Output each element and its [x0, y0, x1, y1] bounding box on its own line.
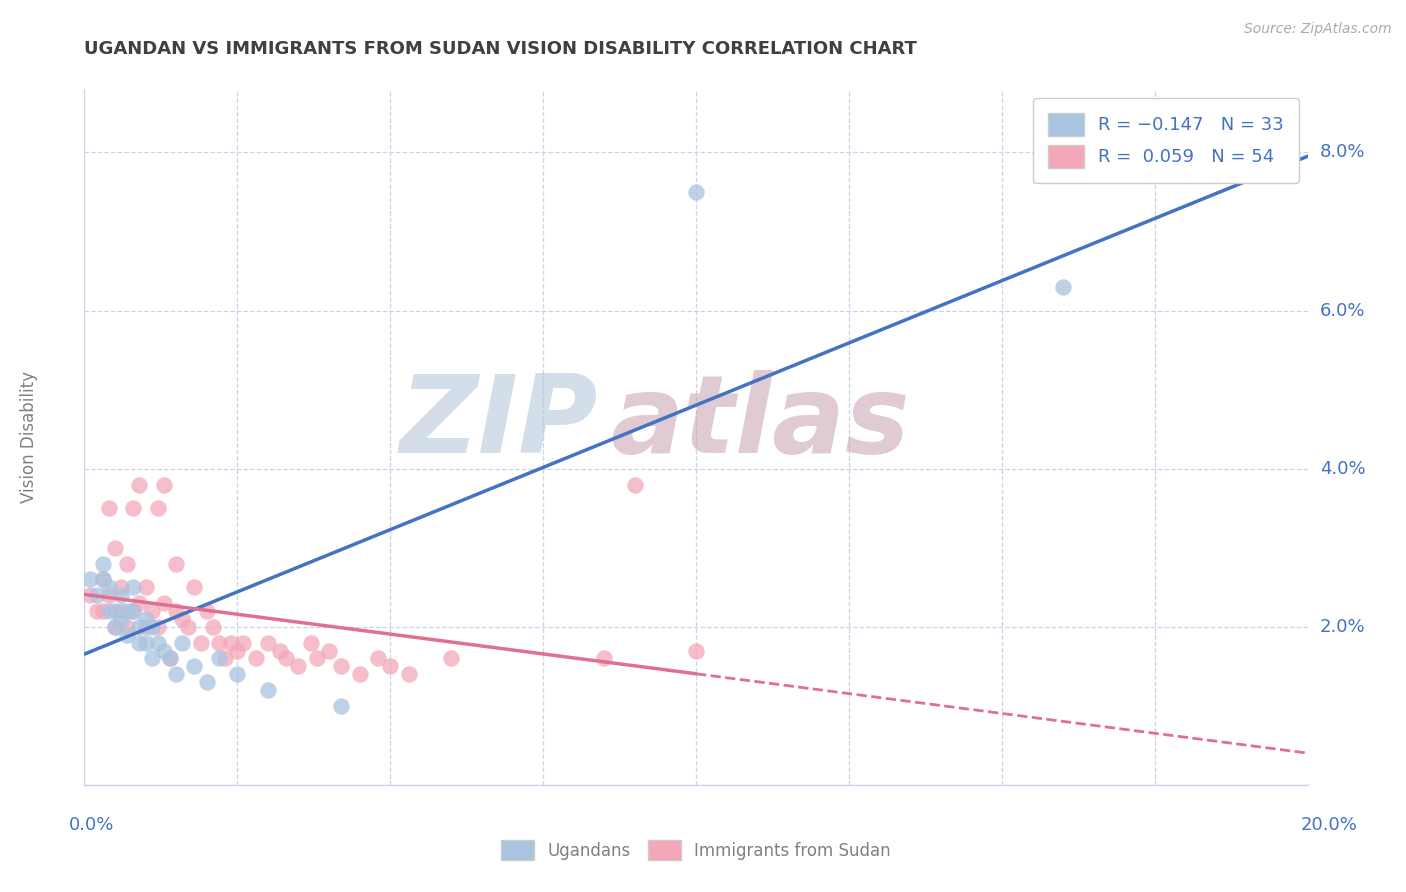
- Point: [97, 501, 120, 516]
- Point: [86, 588, 108, 602]
- Point: [122, 501, 145, 516]
- Point: [1052, 280, 1074, 294]
- Point: [110, 580, 132, 594]
- Point: [165, 557, 187, 571]
- Text: UGANDAN VS IMMIGRANTS FROM SUDAN VISION DISABILITY CORRELATION CHART: UGANDAN VS IMMIGRANTS FROM SUDAN VISION …: [84, 40, 917, 58]
- Point: [685, 643, 707, 657]
- Point: [146, 501, 169, 516]
- Point: [97, 580, 120, 594]
- Point: [195, 675, 218, 690]
- Point: [299, 635, 322, 649]
- Text: ZIP: ZIP: [399, 370, 598, 476]
- Point: [135, 620, 157, 634]
- Point: [104, 620, 127, 634]
- Point: [104, 541, 127, 555]
- Point: [91, 573, 114, 587]
- Point: [115, 620, 138, 634]
- Point: [153, 643, 176, 657]
- Point: [115, 557, 138, 571]
- Point: [208, 651, 231, 665]
- Point: [110, 588, 132, 602]
- Point: [115, 628, 138, 642]
- Point: [97, 604, 120, 618]
- Point: [165, 604, 187, 618]
- Text: Vision Disability: Vision Disability: [20, 371, 38, 503]
- Point: [91, 557, 114, 571]
- Point: [128, 635, 150, 649]
- Point: [91, 604, 114, 618]
- Point: [128, 596, 150, 610]
- Point: [128, 620, 150, 634]
- Point: [208, 635, 231, 649]
- Point: [190, 635, 212, 649]
- Point: [159, 651, 181, 665]
- Point: [177, 620, 200, 634]
- Point: [219, 635, 242, 649]
- Point: [122, 580, 145, 594]
- Point: [318, 643, 340, 657]
- Point: [135, 635, 157, 649]
- Point: [183, 580, 205, 594]
- Point: [276, 651, 298, 665]
- Point: [349, 667, 371, 681]
- Point: [685, 185, 707, 199]
- Point: [183, 659, 205, 673]
- Point: [257, 683, 280, 698]
- Point: [367, 651, 389, 665]
- Text: 6.0%: 6.0%: [1320, 301, 1365, 319]
- Point: [110, 604, 132, 618]
- Point: [86, 604, 108, 618]
- Point: [122, 604, 145, 618]
- Point: [153, 477, 176, 491]
- Point: [165, 667, 187, 681]
- Point: [91, 573, 114, 587]
- Point: [135, 580, 157, 594]
- Point: [201, 620, 224, 634]
- Point: [380, 659, 402, 673]
- Point: [146, 620, 169, 634]
- Point: [79, 573, 101, 587]
- Point: [398, 667, 420, 681]
- Text: 2.0%: 2.0%: [1320, 618, 1365, 636]
- Point: [226, 643, 249, 657]
- Point: [115, 604, 138, 618]
- Point: [159, 651, 181, 665]
- Point: [330, 698, 353, 713]
- Point: [104, 620, 127, 634]
- Point: [135, 612, 157, 626]
- Point: [330, 659, 353, 673]
- Point: [141, 620, 163, 634]
- Legend: Ugandans, Immigrants from Sudan: Ugandans, Immigrants from Sudan: [495, 833, 897, 867]
- Point: [257, 635, 280, 649]
- Point: [141, 604, 163, 618]
- Point: [172, 612, 194, 626]
- Point: [245, 651, 267, 665]
- Text: 0.0%: 0.0%: [69, 816, 114, 834]
- Text: Source: ZipAtlas.com: Source: ZipAtlas.com: [1244, 22, 1392, 37]
- Point: [153, 596, 176, 610]
- Point: [195, 604, 218, 618]
- Point: [269, 643, 291, 657]
- Point: [110, 612, 132, 626]
- Point: [97, 588, 120, 602]
- Point: [232, 635, 254, 649]
- Point: [146, 635, 169, 649]
- Point: [624, 477, 647, 491]
- Point: [128, 477, 150, 491]
- Point: [440, 651, 463, 665]
- Text: atlas: atlas: [610, 370, 910, 476]
- Point: [226, 667, 249, 681]
- Text: 20.0%: 20.0%: [1301, 816, 1357, 834]
- Point: [172, 635, 194, 649]
- Point: [287, 659, 309, 673]
- Point: [593, 651, 616, 665]
- Text: 4.0%: 4.0%: [1320, 459, 1365, 478]
- Point: [305, 651, 328, 665]
- Point: [122, 604, 145, 618]
- Text: 8.0%: 8.0%: [1320, 144, 1365, 161]
- Point: [141, 651, 163, 665]
- Point: [104, 604, 127, 618]
- Point: [214, 651, 236, 665]
- Point: [79, 588, 101, 602]
